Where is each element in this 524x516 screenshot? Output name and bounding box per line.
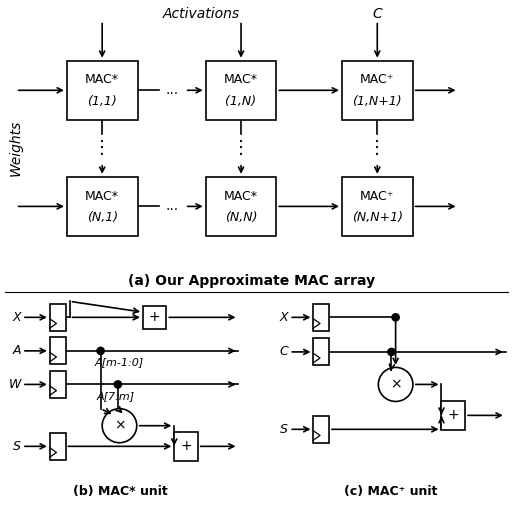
- Text: MAC⁺: MAC⁺: [360, 73, 395, 87]
- Text: MAC*: MAC*: [85, 189, 119, 203]
- Circle shape: [392, 314, 399, 321]
- Bar: [313, 304, 329, 331]
- Circle shape: [378, 367, 413, 401]
- Text: (1,1): (1,1): [88, 95, 117, 108]
- Text: (N,N): (N,N): [225, 211, 257, 224]
- Text: MAC⁺: MAC⁺: [360, 189, 395, 203]
- Text: +: +: [180, 439, 192, 454]
- Text: ⋮: ⋮: [232, 139, 250, 157]
- Bar: [205, 61, 277, 120]
- Text: ×: ×: [114, 418, 125, 433]
- Text: (N,1): (N,1): [86, 211, 118, 224]
- Circle shape: [388, 348, 395, 356]
- Bar: [342, 176, 413, 236]
- Text: ...: ...: [165, 83, 178, 98]
- Text: (b) MAC* unit: (b) MAC* unit: [73, 485, 168, 498]
- Bar: [50, 371, 66, 398]
- Text: +: +: [447, 408, 459, 423]
- Circle shape: [102, 409, 137, 443]
- Bar: [441, 401, 465, 429]
- Text: S: S: [280, 423, 288, 436]
- Text: S: S: [13, 440, 21, 453]
- Text: C: C: [373, 7, 382, 22]
- Text: A: A: [13, 344, 21, 358]
- Text: (1,N+1): (1,N+1): [353, 95, 402, 108]
- Bar: [143, 305, 166, 329]
- Bar: [67, 176, 137, 236]
- Bar: [50, 337, 66, 364]
- Circle shape: [97, 347, 104, 354]
- Bar: [313, 338, 329, 365]
- Text: ⋮: ⋮: [93, 139, 111, 157]
- Bar: [342, 61, 413, 120]
- Bar: [67, 61, 137, 120]
- Text: MAC*: MAC*: [224, 189, 258, 203]
- Text: (N,N+1): (N,N+1): [352, 211, 403, 224]
- Text: X: X: [13, 311, 21, 324]
- Bar: [50, 304, 66, 331]
- Text: ×: ×: [390, 377, 401, 392]
- Text: Weights: Weights: [9, 120, 23, 176]
- Text: MAC*: MAC*: [85, 73, 119, 87]
- Text: ⋮: ⋮: [368, 139, 386, 157]
- Bar: [313, 416, 329, 443]
- Bar: [174, 432, 198, 460]
- Text: +: +: [149, 310, 160, 325]
- Text: Activations: Activations: [163, 7, 241, 22]
- Text: ...: ...: [165, 199, 178, 214]
- Text: A[m-1:0]: A[m-1:0]: [94, 357, 144, 367]
- Text: (a) Our Approximate MAC array: (a) Our Approximate MAC array: [128, 274, 375, 288]
- Circle shape: [114, 381, 122, 388]
- Bar: [50, 433, 66, 460]
- Text: (c) MAC⁺ unit: (c) MAC⁺ unit: [344, 485, 437, 498]
- Text: C: C: [279, 345, 288, 359]
- Bar: [205, 176, 277, 236]
- Text: (1,​N): (1,​N): [225, 95, 257, 108]
- Text: A[7:m]: A[7:m]: [97, 391, 135, 400]
- Text: W: W: [8, 378, 21, 391]
- Text: MAC*: MAC*: [224, 73, 258, 87]
- Text: X: X: [280, 311, 288, 324]
